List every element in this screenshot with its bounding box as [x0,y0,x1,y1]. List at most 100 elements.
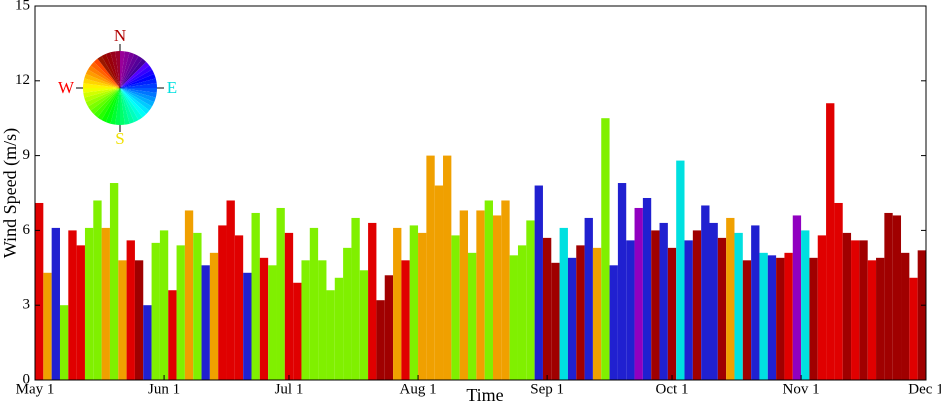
bar [268,265,277,380]
x-tick-label: Jul 1 [275,381,304,397]
wheel-wedge [93,58,120,88]
wheel-wedge [87,65,120,88]
bar [576,245,585,380]
bar [143,305,152,380]
x-tick-label: Aug 1 [399,381,436,397]
bar [201,265,210,380]
y-axis-label: Wind Speed (m/s) [0,128,21,258]
wheel-wedge [120,88,150,115]
wheel-wedge [105,52,120,88]
bar [226,200,235,380]
wheel-wedge [115,88,120,125]
bars [35,103,926,381]
bar [834,202,843,380]
wheel-wedge [120,52,135,88]
bar [801,230,810,380]
y-tick-label: 0 [23,371,31,387]
bar [393,227,402,380]
bar [676,160,685,380]
bar [459,210,469,380]
bar [134,260,144,380]
wheel-wedge [85,88,120,107]
bar [176,245,185,380]
wheel-wedge [84,88,120,103]
wheel-wedge [83,88,120,93]
bar [476,210,485,380]
bar [826,103,835,381]
bar [551,262,560,380]
bar [293,282,302,380]
wheel-wedge [120,88,125,125]
bar [101,227,110,380]
bar [168,290,177,380]
bar [901,252,910,380]
bar [68,230,77,380]
bar [251,212,260,380]
bar [659,222,668,380]
bar [817,235,827,380]
bar [759,252,768,380]
y-tick-label: 15 [15,0,30,13]
wheel-wedge [115,51,120,88]
bar [892,215,902,380]
bar [642,197,652,380]
wheel-wedge [120,88,155,107]
bar [509,255,518,380]
bar [284,232,294,380]
wheel-wedge [120,88,135,124]
bar [359,270,369,380]
bar [626,240,635,380]
x-axis-label: Time [466,385,503,404]
bar [376,300,385,380]
wheel-wedge [120,58,147,88]
bar [784,252,793,380]
bar [884,212,893,380]
wheel-wedge [105,88,120,124]
wheel-wedge [83,78,120,88]
bar [542,237,552,380]
bar [526,220,535,380]
bar [717,237,727,380]
bar [617,183,627,380]
bar [734,232,743,380]
bar [193,232,202,380]
bar [84,227,94,380]
wheel-wedge [120,78,157,88]
compass-label: W [58,78,75,97]
wheel-wedge [90,88,120,115]
bar [701,205,710,380]
bar [726,217,735,380]
bar [684,240,693,380]
wheel-wedge [110,88,120,125]
wheel-wedge [120,69,155,88]
x-tick-label: Jun 1 [148,381,180,397]
wheel-wedge [85,69,120,88]
bar [667,247,677,380]
wheel-wedge [83,88,120,98]
bar [867,260,877,380]
x-tick-label: May 1 [16,381,55,397]
wheel-wedge [120,61,150,88]
bar [692,230,702,380]
wheel-wedge [83,83,120,88]
wheel-wedge [120,88,157,93]
bar [384,275,394,380]
x-tick-label: Nov 1 [783,381,820,397]
bar [301,260,310,380]
bar [651,230,660,380]
bar [559,227,568,380]
bar [592,247,602,380]
bar [259,257,269,380]
bar [609,265,618,380]
bar [809,257,818,380]
bar [35,202,44,380]
bar [567,257,577,380]
bar [484,200,493,380]
bar [59,305,69,380]
wheel-wedge [120,88,147,118]
wheel-wedge [110,51,120,88]
bar [43,272,52,380]
bar [184,210,194,380]
wheel-wedge [120,73,156,88]
